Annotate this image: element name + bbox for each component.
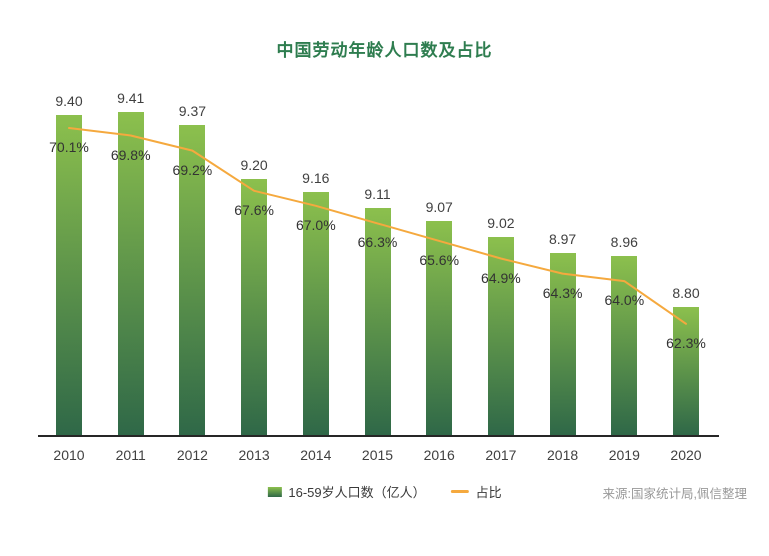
- x-axis-line: [38, 435, 719, 437]
- chart-title: 中国劳动年龄人口数及占比: [276, 41, 493, 60]
- bar-value-label: 9.41: [117, 89, 145, 106]
- legend-bar-label: 16-59岁人口数（亿人）: [288, 485, 426, 500]
- bar-value-label: 8.96: [610, 233, 638, 250]
- line-point-label: 65.6%: [419, 251, 460, 268]
- legend-line-swatch: [450, 490, 469, 493]
- bar-value-label: 9.02: [487, 214, 515, 231]
- x-tick-label-2014: 2014: [300, 447, 332, 463]
- line-point-label: 64.0%: [604, 292, 645, 309]
- bar-2019: [611, 255, 638, 435]
- x-tick-label-2012: 2012: [176, 447, 208, 463]
- bar-value-label: 9.40: [55, 93, 83, 109]
- bar-2017: [487, 236, 514, 435]
- bar-value-label: 9.37: [178, 102, 207, 119]
- bar-2018: [549, 252, 576, 435]
- x-tick-label-2010: 2010: [53, 447, 85, 463]
- x-tick-label-2013: 2013: [238, 447, 270, 463]
- legend-bar-swatch: [267, 486, 282, 497]
- x-tick-label-2018: 2018: [547, 447, 579, 463]
- x-tick-label-2019: 2019: [608, 447, 640, 463]
- x-tick-label-2016: 2016: [423, 447, 455, 463]
- x-tick-label-2017: 2017: [485, 447, 517, 463]
- x-tick-label-2011: 2011: [115, 447, 146, 463]
- legend: 16-59岁人口数（亿人） 占比: [267, 482, 502, 501]
- source-attribution: 来源:国家统计局,佩信整理: [602, 487, 747, 501]
- bar-value-label: 8.80: [672, 285, 700, 301]
- bar-2010: [56, 115, 82, 435]
- bar-value-label: 8.97: [548, 230, 577, 247]
- line-point-label: 64.9%: [481, 269, 521, 286]
- line-point-label: 66.3%: [357, 234, 398, 251]
- line-point-label: 70.1%: [49, 139, 89, 155]
- line-point-label: 64.3%: [542, 284, 583, 301]
- x-tick-label-2020: 2020: [670, 447, 702, 463]
- bar-value-label: 9.11: [364, 185, 391, 202]
- line-point-label: 69.2%: [172, 161, 213, 178]
- line-point-label: 67.6%: [234, 201, 274, 218]
- line-point-label: 67.0%: [295, 216, 336, 233]
- x-tick-label-2015: 2015: [361, 447, 394, 463]
- bar-value-label: 9.07: [425, 198, 453, 215]
- bar-value-label: 9.16: [302, 169, 330, 186]
- bar-2020: [673, 307, 699, 435]
- line-point-label: 62.3%: [666, 334, 706, 351]
- line-point-label: 69.8%: [110, 146, 151, 163]
- legend-line-label: 占比: [475, 485, 502, 500]
- bar-value-label: 9.20: [240, 157, 268, 173]
